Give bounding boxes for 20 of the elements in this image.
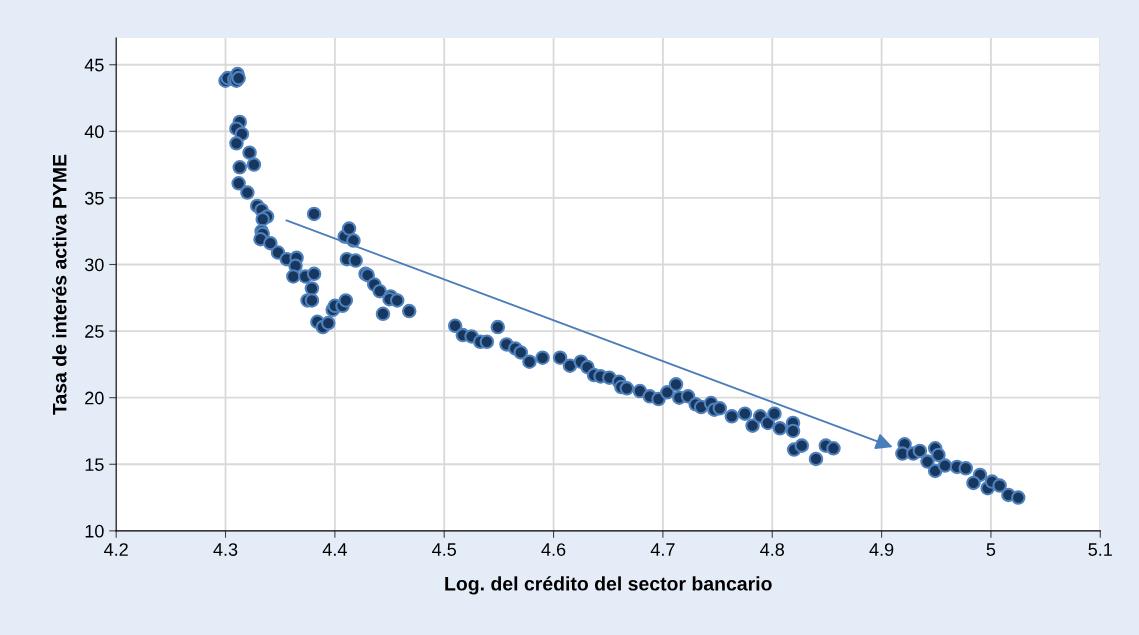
y-tick-label: 25 <box>85 325 104 338</box>
x-tick-label: 5 <box>986 543 996 556</box>
x-tick-label: 4.2 <box>104 543 128 556</box>
y-tick-label: 10 <box>85 524 104 538</box>
x-axis-title: Log. del crédito del sector bancario <box>445 576 772 595</box>
y-axis-title: Tasa de interés activa PYME <box>52 154 67 415</box>
x-tick-label: 4.6 <box>541 543 566 556</box>
y-tick-label: 30 <box>84 258 104 272</box>
y-tick-label: 45 <box>84 58 104 72</box>
x-tick-label: 4.3 <box>213 543 238 556</box>
x-tick-label: 5.1 <box>1088 543 1112 556</box>
y-tick-label: 35 <box>84 191 104 205</box>
x-tick-label: 4.8 <box>760 543 785 556</box>
y-tick-label: 40 <box>84 125 104 139</box>
y-tick-label: 20 <box>85 391 104 405</box>
x-tick-label: 4.7 <box>650 543 675 556</box>
x-tick-label: 4.5 <box>432 543 456 556</box>
x-tick-label: 4.4 <box>322 543 347 556</box>
x-tick-label: 4.9 <box>869 543 894 556</box>
y-tick-label: 15 <box>85 458 104 471</box>
